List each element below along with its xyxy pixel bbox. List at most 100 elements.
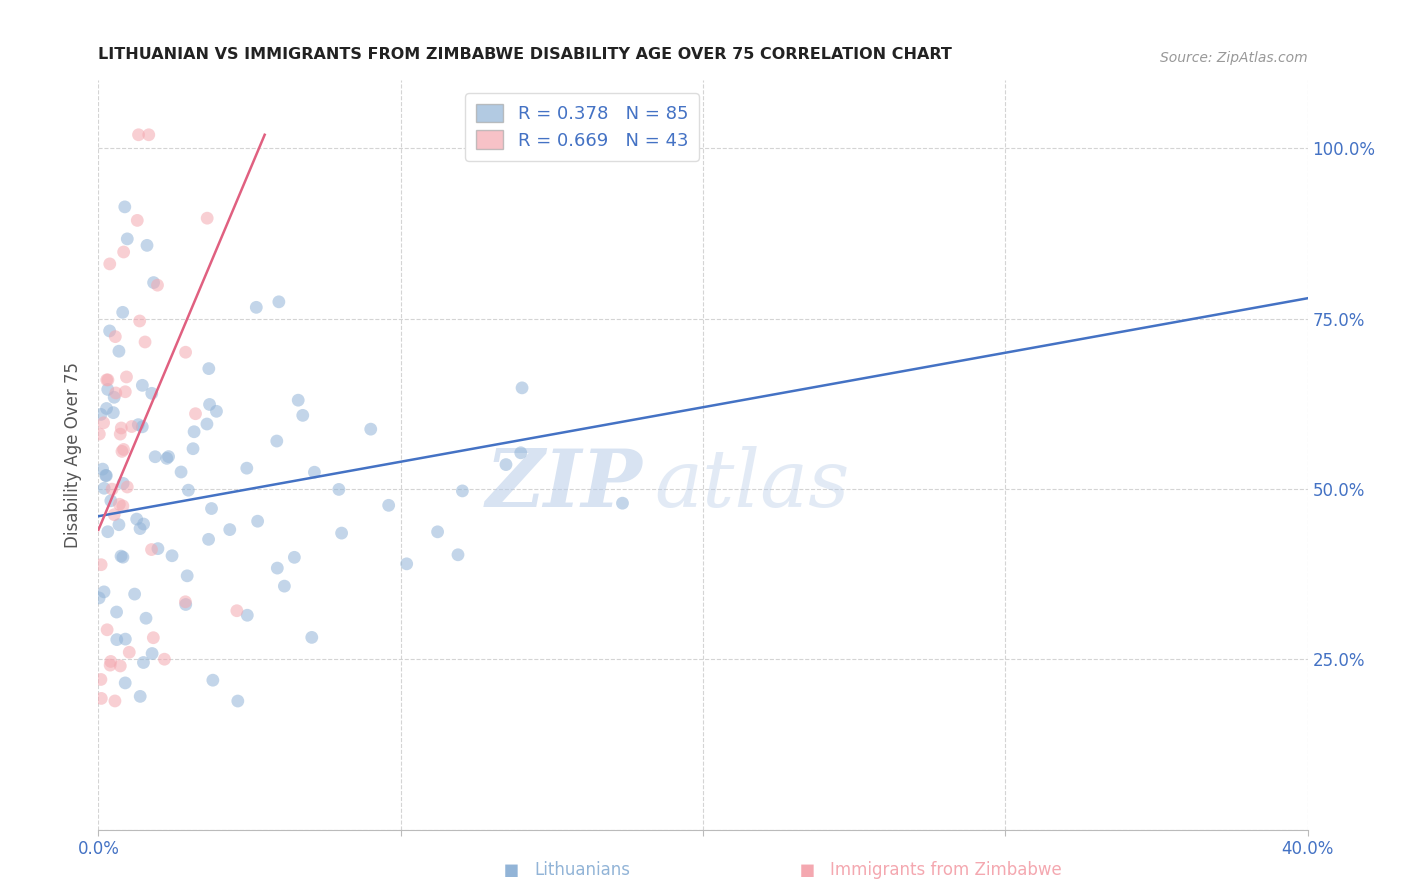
Point [96, 373, 118, 387]
Point [93, 416, 115, 430]
Point [184, 407, 207, 421]
Point [117, 232, 139, 246]
Point [201, 673, 224, 688]
Point [112, 476, 135, 491]
Point [267, 294, 290, 309]
Point [110, 549, 132, 563]
Point [612, 496, 634, 510]
Text: atlas: atlas [655, 446, 851, 524]
Point [447, 548, 470, 562]
Point [395, 557, 418, 571]
Point [157, 450, 180, 464]
Point [426, 524, 449, 539]
Point [195, 211, 218, 226]
Point [93, 481, 115, 495]
Point [117, 480, 139, 494]
Point [98, 257, 121, 271]
Point [101, 482, 124, 496]
Point [104, 329, 127, 343]
Point [510, 381, 533, 395]
Y-axis label: Disability Age Over 75: Disability Age Over 75 [65, 362, 83, 548]
Point [114, 200, 136, 214]
Point [181, 442, 204, 456]
Point [160, 549, 183, 563]
Point [360, 422, 382, 436]
Point [118, 645, 141, 659]
Point [146, 278, 169, 293]
Point [142, 631, 165, 645]
Point [183, 425, 205, 439]
Point [177, 483, 200, 498]
Point [135, 611, 157, 625]
Point [141, 386, 163, 401]
Point [100, 493, 122, 508]
Point [142, 276, 165, 290]
Point [176, 569, 198, 583]
Point [114, 676, 136, 690]
Point [115, 370, 138, 384]
Point [132, 516, 155, 531]
Text: Source: ZipAtlas.com: Source: ZipAtlas.com [1160, 52, 1308, 65]
Point [103, 390, 125, 404]
Point [94, 468, 117, 483]
Point [105, 605, 128, 619]
Point [291, 409, 314, 423]
Point [131, 378, 153, 392]
Point [226, 694, 249, 708]
Point [103, 508, 125, 522]
Point [156, 451, 179, 466]
Point [225, 604, 247, 618]
Point [509, 446, 531, 460]
Point [129, 690, 152, 704]
Point [127, 417, 149, 432]
Point [112, 442, 135, 457]
Point [245, 301, 267, 315]
Point [90, 691, 112, 706]
Point [236, 608, 259, 623]
Point [174, 345, 197, 359]
Point [93, 585, 115, 599]
Point [170, 465, 193, 479]
Point [108, 344, 131, 359]
Point [138, 128, 160, 142]
Point [132, 656, 155, 670]
Point [90, 673, 112, 687]
Point [111, 444, 134, 458]
Point [108, 517, 131, 532]
Point [103, 406, 125, 420]
Point [131, 419, 153, 434]
Point [91, 462, 114, 476]
Point [98, 658, 121, 673]
Point [136, 238, 159, 252]
Point [330, 526, 353, 541]
Point [287, 393, 309, 408]
Text: ZIP: ZIP [485, 446, 643, 524]
Point [110, 659, 132, 673]
Point [198, 397, 221, 411]
Point [114, 632, 136, 646]
Point [124, 587, 146, 601]
Point [112, 244, 135, 259]
Point [451, 483, 474, 498]
Point [108, 497, 131, 511]
Point [100, 655, 122, 669]
Legend: R = 0.378   N = 85, R = 0.669   N = 43: R = 0.378 N = 85, R = 0.669 N = 43 [465, 93, 699, 161]
Point [197, 533, 219, 547]
Point [174, 598, 197, 612]
Point [114, 384, 136, 399]
Point [90, 408, 112, 422]
Point [198, 361, 221, 376]
Point [111, 305, 134, 319]
Point [146, 541, 169, 556]
Point [97, 373, 120, 387]
Point [141, 647, 163, 661]
Point [495, 458, 517, 472]
Point [105, 632, 128, 647]
Point [110, 421, 132, 435]
Point [174, 595, 197, 609]
Point [87, 591, 110, 605]
Point [90, 558, 112, 572]
Point [377, 499, 399, 513]
Point [110, 427, 132, 442]
Point [125, 512, 148, 526]
